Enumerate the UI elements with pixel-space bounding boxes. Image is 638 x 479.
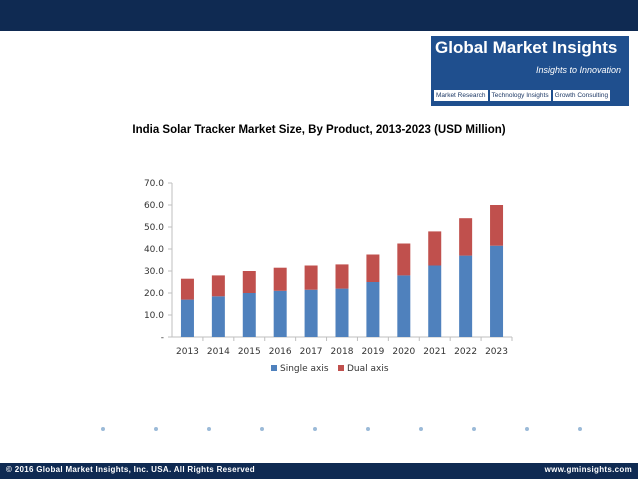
slide-dot <box>260 427 264 431</box>
bar-dual-axis <box>242 271 256 293</box>
bar-dual-axis <box>397 243 411 276</box>
bar-single-axis <box>273 290 287 337</box>
bar-dual-axis <box>428 231 442 266</box>
bar-single-axis <box>304 289 318 337</box>
bar-single-axis <box>459 255 473 337</box>
y-tick-label: 60.0 <box>144 201 164 211</box>
chart-title: India Solar Tracker Market Size, By Prod… <box>132 124 506 136</box>
slide-dot <box>419 427 423 431</box>
x-tick-label: 2021 <box>423 347 446 357</box>
bar-dual-axis <box>459 218 473 256</box>
logo-link-growth-consulting: Growth Consulting <box>552 90 611 101</box>
bar-dual-axis <box>304 265 318 290</box>
legend-swatch-dual-axis <box>338 365 344 371</box>
y-tick-label: 20.0 <box>144 289 164 299</box>
bar-single-axis <box>490 245 504 337</box>
bar-dual-axis <box>366 254 380 282</box>
x-tick-label: 2016 <box>269 347 292 357</box>
bar-single-axis <box>335 288 349 337</box>
x-tick-label: 2020 <box>392 347 415 357</box>
bar-single-axis <box>211 296 225 337</box>
stacked-bar-chart: - 10.0 20.0 30.0 40.0 50.0 60.0 70.0 2013 2014 201… <box>144 179 513 374</box>
slide-dots <box>0 427 638 437</box>
bar-single-axis <box>428 265 442 337</box>
y-tick-label: 40.0 <box>144 245 164 255</box>
bar-dual-axis <box>273 267 287 291</box>
bar-dual-axis <box>490 205 504 246</box>
logo-links: Market Research Technology Insights Grow… <box>434 90 611 101</box>
website-link[interactable]: www.gminsights.com <box>544 465 632 474</box>
bar-single-axis <box>180 299 194 337</box>
x-tick-label: 2014 <box>207 347 230 357</box>
logo-title: Global Market Insights <box>435 38 618 57</box>
slide-dot <box>313 427 317 431</box>
copyright-text: © 2016 Global Market Insights, Inc. USA.… <box>6 465 255 474</box>
slide-dot <box>472 427 476 431</box>
slide-dot <box>578 427 582 431</box>
y-tick-label: 30.0 <box>144 267 164 277</box>
slide-dot <box>207 427 211 431</box>
x-tick-label: 2018 <box>331 347 354 357</box>
x-tick-label: 2017 <box>300 347 323 357</box>
x-tick-label: 2022 <box>454 347 477 357</box>
legend-swatch-single-axis <box>271 365 277 371</box>
bar-dual-axis <box>335 264 349 289</box>
y-tick-label: 50.0 <box>144 223 164 233</box>
x-tick-label: 2019 <box>361 347 384 357</box>
legend-label-dual-axis: Dual axis <box>347 364 389 374</box>
legend-label-single-axis: Single axis <box>280 364 329 374</box>
slide-dot <box>154 427 158 431</box>
logo-link-market-research: Market Research <box>434 90 488 101</box>
slide-dot <box>525 427 529 431</box>
bar-dual-axis <box>211 275 225 297</box>
logo-tagline: Insights to Innovation <box>535 65 621 75</box>
company-logo[interactable]: Global Market Insights Insights to Innov… <box>431 36 629 106</box>
slide-dot <box>101 427 105 431</box>
x-tick-label: 2015 <box>238 347 261 357</box>
x-tick-label: 2013 <box>176 347 199 357</box>
slide-dot <box>366 427 370 431</box>
bar-single-axis <box>242 293 256 337</box>
y-tick-label: 70.0 <box>144 179 164 189</box>
x-tick-label: 2023 <box>485 347 508 357</box>
y-tick-label: 10.0 <box>144 311 164 321</box>
logo-link-technology-insights: Technology Insights <box>489 90 551 101</box>
header-bar <box>0 0 638 31</box>
bar-single-axis <box>397 275 411 337</box>
y-tick-label: - <box>161 333 164 343</box>
footer-bar: © 2016 Global Market Insights, Inc. USA.… <box>0 463 638 479</box>
bar-dual-axis <box>180 278 194 300</box>
bar-single-axis <box>366 282 380 337</box>
